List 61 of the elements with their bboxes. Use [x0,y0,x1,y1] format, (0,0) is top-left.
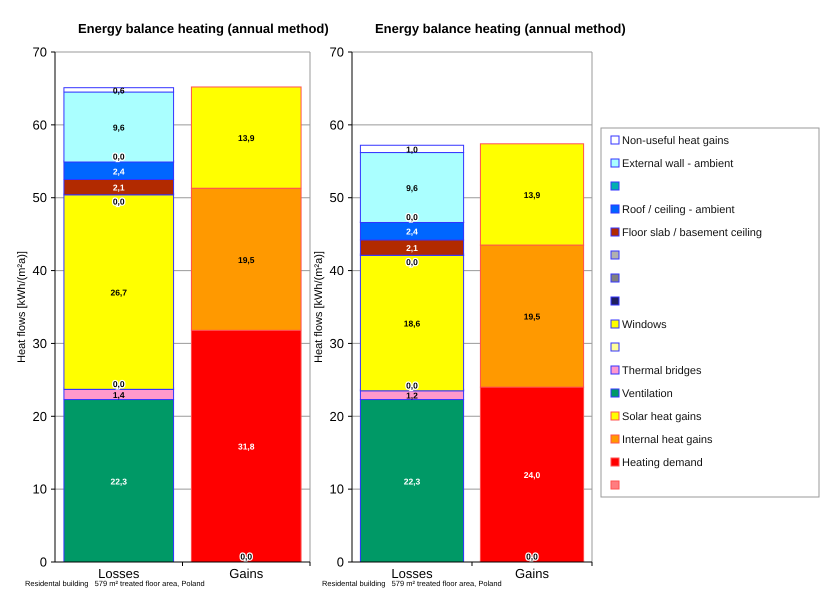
data-label: 13,9 [238,133,255,144]
y-tick-label: 40 [330,263,344,278]
legend-label: Ventilation [622,388,673,400]
data-label: 22,3 [110,476,128,486]
y-tick-label: 10 [330,482,344,497]
x-tick-label: Gains [515,566,550,581]
y-tick-label: 0 [40,554,47,570]
y-tick-label: 30 [32,336,47,351]
legend-label: Solar heat gains [622,411,702,423]
y-tick-label: 0 [336,554,344,570]
data-label: 2,4 [406,226,418,237]
legend-label: Heating demand [622,457,703,469]
y-tick-label: 20 [330,408,344,424]
y-tick-label: 30 [330,336,344,351]
data-label: 0,0 [406,212,418,222]
legend-label: Thermal bridges [622,365,702,377]
data-label: 0,0 [112,152,125,162]
chart-title: Energy balance heating (annual method) [78,21,329,36]
data-label: 0,0 [406,256,418,267]
y-tick-label: 60 [330,117,344,132]
legend-label: Roof / ceiling - ambient [622,204,734,216]
data-label: 19,5 [524,312,541,322]
y-tick-label: 60 [32,117,47,132]
data-label: 1,2 [406,390,418,401]
data-label: 9,6 [112,122,125,133]
legend-label: Floor slab / basement ceiling [622,227,762,239]
data-label: 0,0 [406,380,418,390]
y-axis-title: Heat flows [kWh/(m²a)] [313,251,325,363]
data-label: 2,1 [112,182,125,193]
y-tick-label: 70 [32,44,47,60]
x-tick-label: Losses [98,566,140,581]
data-label: 2,1 [406,243,418,254]
data-label: 1,4 [112,390,125,400]
x-tick-label: Losses [391,566,434,581]
data-label: 0,0 [112,196,125,206]
y-axis-title: Heat flows [kWh/(m²a)] [16,251,28,363]
legend-label: Internal heat gains [622,434,714,446]
legend-label: Non-useful heat gains [622,135,730,147]
data-label: 13,9 [524,190,541,200]
x-tick-label: Gains [229,566,264,581]
y-tick-label: 70 [330,44,344,60]
data-label: 24,0 [524,470,541,480]
legend-label: External wall - ambient [622,158,734,170]
data-label: 19,5 [238,254,255,265]
legend-label: Windows [622,319,668,331]
data-label: 31,8 [238,442,255,452]
data-label: 18,6 [404,318,421,329]
chart-title: Energy balance heating (annual method) [375,21,626,36]
data-label: 0,0 [112,378,125,389]
data-label: 0,0 [240,552,252,562]
y-tick-label: 20 [32,408,47,424]
data-label: 0,0 [526,552,538,562]
data-label: 1,0 [406,144,418,154]
y-tick-label: 10 [32,482,47,497]
y-tick-label: 50 [32,190,47,206]
data-label: 2,4 [112,166,125,176]
y-tick-label: 50 [330,190,344,206]
y-tick-label: 40 [32,263,47,278]
data-label: 26,7 [110,288,128,298]
data-label: 9,6 [406,183,418,194]
data-label: 22,3 [404,476,421,486]
